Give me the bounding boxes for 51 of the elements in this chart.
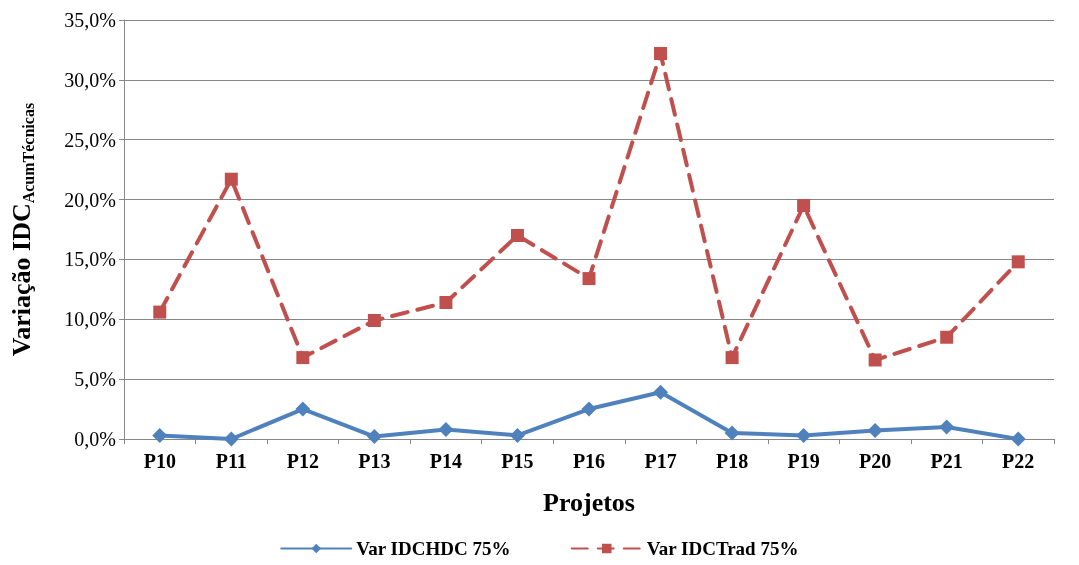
point (438, 421, 454, 437)
point (296, 351, 310, 365)
point (582, 272, 596, 286)
x-tick-label: P13 (358, 450, 391, 472)
y-axis-title: Variação IDCAcumTécnicas (6, 102, 37, 357)
point (153, 305, 167, 319)
x-tick-label: P11 (215, 450, 247, 472)
point (868, 353, 882, 367)
point (366, 429, 382, 445)
point (1011, 255, 1025, 269)
point (510, 228, 524, 242)
point (940, 330, 954, 344)
legend-label: Var IDCHDC 75% (356, 538, 511, 559)
point (224, 172, 238, 186)
point (939, 419, 955, 435)
y-tick-label: 20,0% (64, 188, 116, 211)
point (1010, 431, 1026, 447)
point (796, 427, 812, 443)
x-tick-label: P21 (930, 450, 963, 472)
legend-label: Var IDCTrad 75% (646, 538, 799, 559)
x-tick-label: P14 (429, 450, 463, 472)
y-tick-label: 15,0% (64, 248, 116, 271)
point (653, 384, 669, 400)
y-tick-label: 10,0% (64, 308, 116, 331)
point (439, 296, 453, 310)
point (152, 427, 168, 443)
point (367, 313, 381, 327)
point (509, 427, 525, 443)
x-tick-label: P15 (501, 450, 534, 472)
y-tick-label: 0,0% (74, 428, 116, 450)
point (223, 431, 239, 447)
x-tick-label: P12 (286, 450, 319, 472)
x-tick-label: P17 (644, 450, 677, 472)
x-tick-label: P19 (787, 450, 820, 472)
x-axis-title: Projetos (543, 487, 635, 517)
y-tick-label: 30,0% (64, 68, 116, 91)
point (295, 401, 311, 417)
x-tick-label: P20 (859, 450, 892, 472)
point (797, 199, 811, 213)
point (724, 425, 740, 441)
point (654, 47, 668, 61)
x-tick-label: P18 (715, 450, 749, 472)
x-tick-label: P10 (143, 450, 176, 472)
x-tick-label: P16 (572, 450, 606, 472)
point (867, 423, 883, 439)
point (581, 401, 597, 417)
x-tick-label: P22 (1002, 450, 1035, 472)
y-tick-label: 35,0% (64, 9, 116, 31)
y-tick-label: 5,0% (74, 368, 116, 391)
point (725, 351, 739, 365)
y-tick-label: 25,0% (64, 128, 116, 151)
